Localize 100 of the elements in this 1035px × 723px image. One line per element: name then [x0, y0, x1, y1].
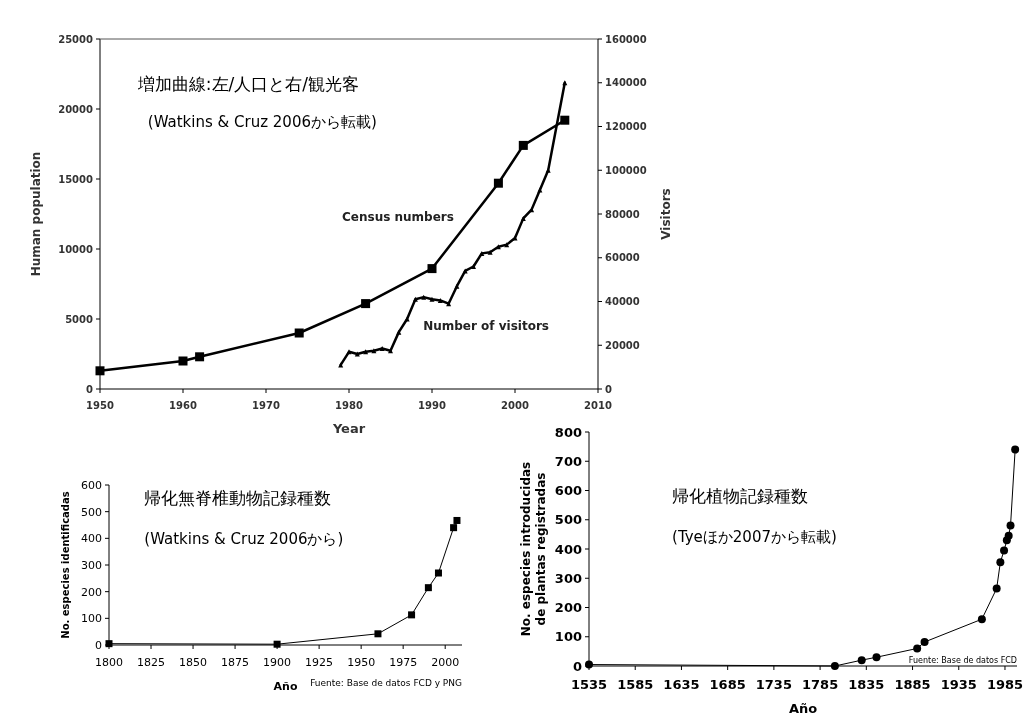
x-tick-label: 1950 — [86, 400, 114, 411]
y-tick-label: 700 — [554, 453, 582, 469]
x-tick-label: 1585 — [617, 677, 654, 692]
x-tick-label: 1980 — [335, 400, 363, 411]
y-axis-title: Human population — [29, 151, 43, 277]
x-tick-label: 1535 — [570, 677, 608, 692]
point — [471, 264, 476, 269]
y-axis-title: No. especies identificadas — [60, 491, 71, 639]
y-tick-label: 200 — [81, 585, 102, 599]
y2-axis-title: Visitors — [659, 188, 673, 240]
point — [195, 352, 205, 362]
point — [361, 299, 371, 309]
x-tick-label: 1835 — [848, 677, 885, 692]
point — [493, 178, 503, 188]
point — [830, 662, 839, 670]
y-tick-label: 600 — [81, 478, 102, 492]
y-tick-label: 0 — [86, 383, 94, 395]
point — [560, 115, 570, 125]
point — [913, 644, 922, 653]
y2-tick-label: 20000 — [605, 339, 640, 351]
point — [992, 584, 1001, 593]
point — [294, 328, 304, 338]
point — [512, 235, 518, 241]
point — [412, 296, 418, 302]
y-tick-label: 0 — [95, 638, 102, 652]
x-tick-label: 1885 — [894, 677, 931, 692]
x-tick-label: 1785 — [802, 677, 839, 692]
point — [920, 638, 929, 647]
y-tick-label: 400 — [554, 541, 582, 557]
y-tick-label: 500 — [554, 512, 582, 528]
point — [434, 569, 442, 577]
point — [273, 640, 281, 648]
x-tick-label: 1685 — [709, 677, 746, 692]
point — [1006, 521, 1015, 530]
y2-tick-label: 120000 — [605, 121, 647, 132]
x-axis-title: Año — [273, 680, 298, 693]
point — [427, 264, 437, 274]
y-tick-label: 20000 — [58, 103, 94, 115]
point — [424, 584, 432, 592]
point — [996, 558, 1005, 567]
y-tick-label: 0 — [572, 658, 582, 674]
annotation: 帰化植物記録種数 — [672, 486, 809, 507]
x-tick-label: 1960 — [169, 400, 197, 411]
y-axis-title: No. especies introducidas de plantas registradas — [518, 461, 548, 637]
y-tick-label: 200 — [554, 600, 582, 616]
x-axis-title: Año — [788, 701, 818, 716]
y2-tick-label: 160000 — [605, 33, 647, 45]
point — [520, 215, 526, 221]
x-tick-label: 2000 — [501, 400, 529, 411]
y-tick-label: 15000 — [58, 173, 94, 185]
point — [404, 316, 410, 322]
x-tick-label: 1900 — [263, 656, 292, 669]
y-tick-label: 5000 — [65, 313, 94, 325]
y2-tick-label: 80000 — [605, 208, 640, 220]
point — [977, 615, 986, 624]
point — [545, 167, 551, 173]
annotation: 帰化無脊椎動物記録種数 — [144, 488, 332, 509]
point — [479, 250, 485, 256]
point — [487, 249, 493, 255]
point — [408, 611, 416, 619]
point — [379, 346, 385, 352]
point — [346, 349, 352, 355]
y-tick-label: 800 — [554, 424, 582, 440]
x-tick-label: 1825 — [137, 656, 166, 669]
x-tick-label: 1990 — [418, 400, 446, 411]
y-tick-label: 25000 — [58, 33, 94, 45]
y2-tick-label: 40000 — [605, 296, 640, 307]
point — [453, 516, 461, 524]
point — [446, 301, 452, 307]
y-tick-label: 300 — [554, 570, 582, 586]
x-axis-title: Year — [331, 421, 366, 436]
point — [178, 356, 188, 366]
point — [371, 348, 377, 354]
point — [529, 207, 535, 213]
x-tick-label: 2000 — [431, 656, 460, 669]
x-tick-label: 1850 — [179, 656, 208, 669]
point — [585, 660, 593, 669]
y-tick-label: 10000 — [58, 243, 94, 255]
point — [421, 294, 427, 300]
point — [354, 351, 360, 357]
annotation: (Watkins & Cruz 2006から) — [144, 530, 344, 549]
point — [1004, 531, 1013, 540]
y-tick-label: 500 — [81, 505, 102, 519]
source-note: Fuente: Base de datos FCD y PNG — [310, 678, 463, 688]
x-tick-label: 1875 — [221, 656, 250, 669]
point — [454, 283, 460, 289]
x-tick-label: 1950 — [347, 656, 376, 669]
y-tick-label: 400 — [81, 532, 102, 546]
series-label: Number of visitors — [423, 318, 549, 333]
annotation: 増加曲線:左/人口と右/観光客 — [136, 74, 360, 95]
point — [95, 366, 105, 376]
x-tick-label: 1800 — [95, 656, 123, 669]
point — [872, 653, 881, 662]
point — [1000, 546, 1009, 555]
x-tick-label: 1935 — [940, 677, 977, 692]
annotation: (Watkins & Cruz 2006から転載) — [147, 112, 377, 131]
point — [518, 140, 528, 150]
y2-tick-label: 60000 — [605, 252, 640, 264]
y-tick-label: 100 — [81, 612, 102, 626]
point — [396, 329, 402, 335]
